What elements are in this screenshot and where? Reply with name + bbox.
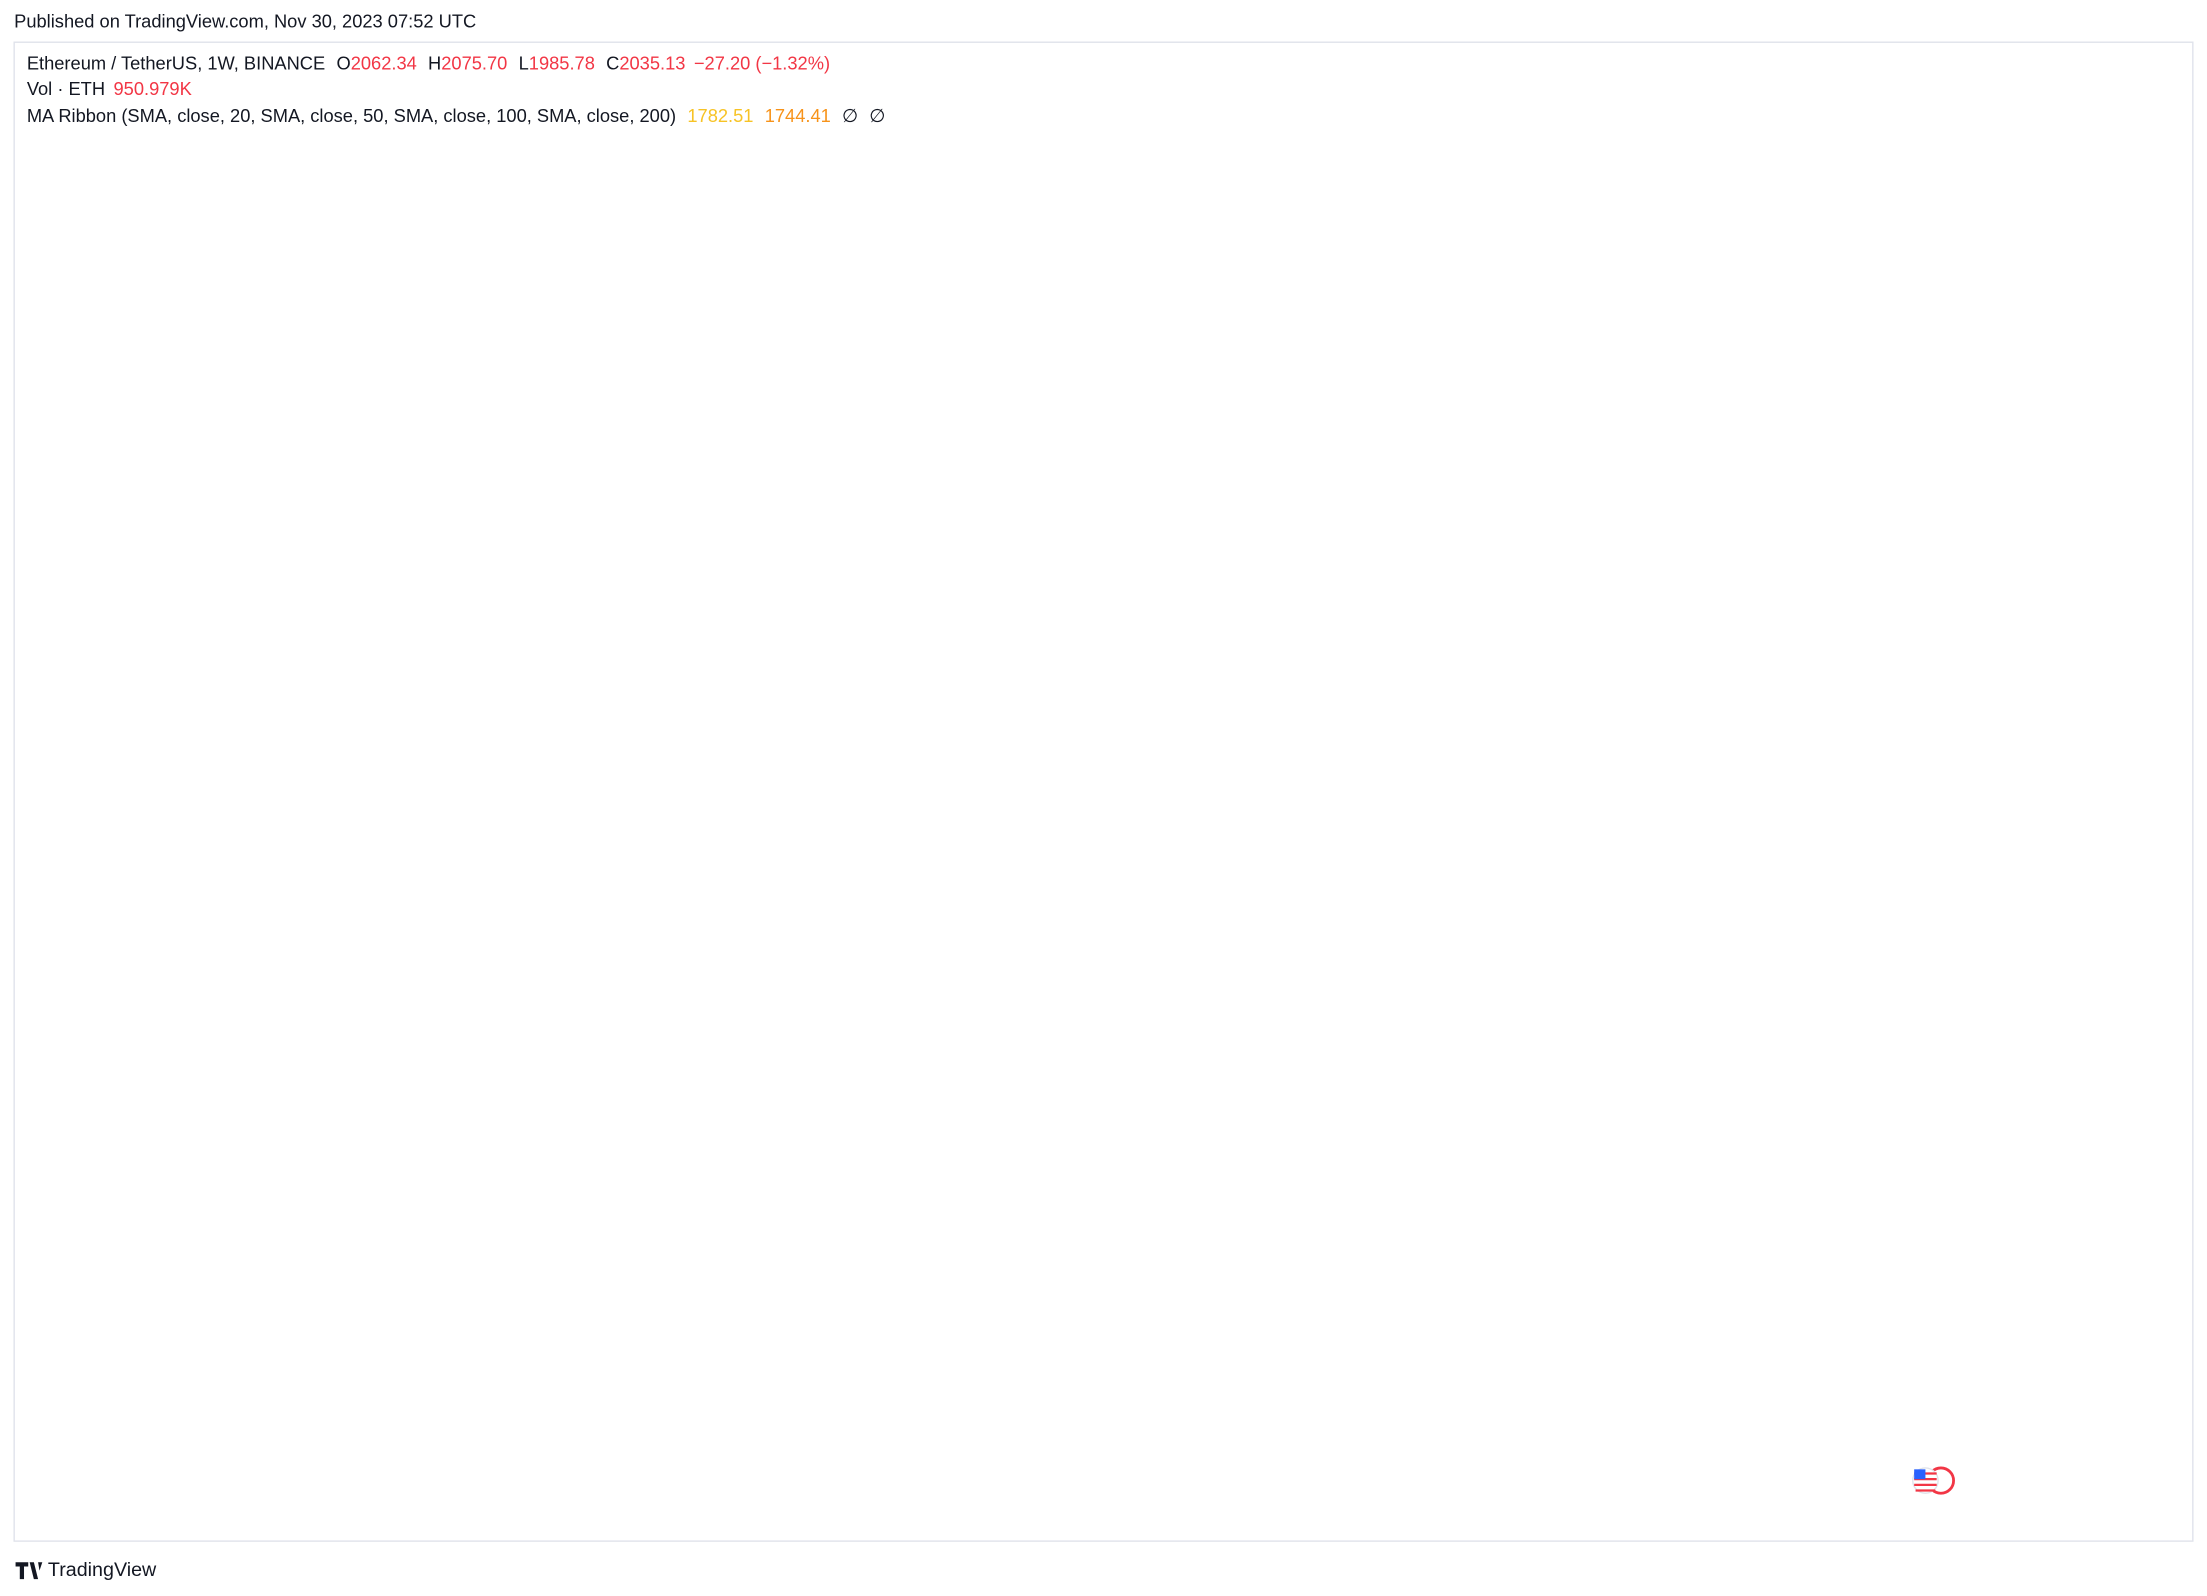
legend-text: 2075.70 xyxy=(441,53,507,74)
flags-icon xyxy=(1912,1466,1955,1495)
legend-text: O xyxy=(336,53,350,74)
legend-text: 2062.34 xyxy=(351,53,417,74)
legend-text: ∅ xyxy=(842,105,858,126)
legend-text: L xyxy=(519,53,529,74)
brand-logo xyxy=(15,1562,43,1580)
legend-text: 1744.41 xyxy=(765,105,831,126)
legend-main: Ethereum / TetherUS, 1W, BINANCE O2062.34… xyxy=(27,53,830,74)
legend-text: H xyxy=(428,53,441,74)
legend-text: Vol · ETH xyxy=(27,78,105,99)
legend-text: ∅ xyxy=(869,105,885,126)
brand: TradingView xyxy=(48,1559,157,1581)
legend-text: C xyxy=(606,53,619,74)
published: Published on TradingView.com, Nov 30, 20… xyxy=(14,10,476,31)
legend-text: Ethereum / TetherUS, 1W, BINANCE xyxy=(27,53,325,74)
legend-text: 1985.78 xyxy=(529,53,595,74)
legend-text: 2035.13 xyxy=(619,53,685,74)
legend-text: 1782.51 xyxy=(687,105,753,126)
legend-volume: Vol · ETH 950.979K xyxy=(27,78,192,99)
frame xyxy=(13,41,2194,1542)
legend-text: MA Ribbon (SMA, close, 20, SMA, close, 5… xyxy=(27,105,676,126)
legend-ma: MA Ribbon (SMA, close, 20, SMA, close, 5… xyxy=(27,105,885,126)
legend-text: 950.979K xyxy=(114,78,192,99)
legend-text: −27.20 (−1.32%) xyxy=(694,53,830,74)
